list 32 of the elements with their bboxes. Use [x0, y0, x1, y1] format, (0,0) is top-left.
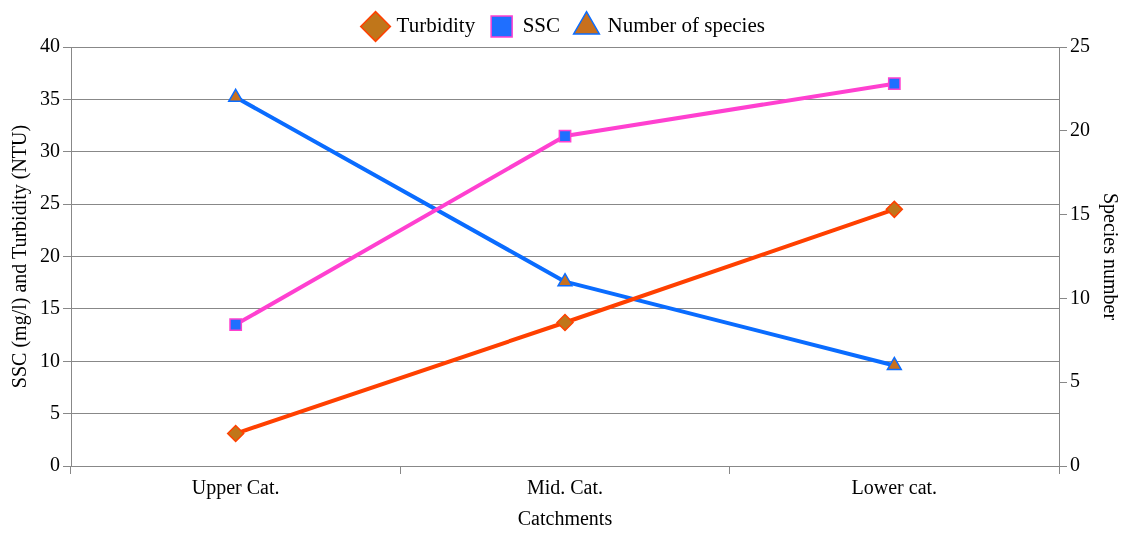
point: [885, 200, 904, 219]
y-tick-label: 40: [40, 34, 60, 57]
y-tick-label: 0: [50, 453, 60, 476]
x-axis-title: Catchments: [517, 507, 613, 530]
y-tick-label: 30: [40, 139, 60, 161]
y2-tick-label: 25: [1070, 34, 1090, 57]
y2-axis-title: Species number: [1098, 192, 1122, 321]
point: [886, 356, 903, 371]
y2-tick-label: 0: [1070, 453, 1080, 476]
point: [887, 77, 901, 91]
point: [556, 313, 574, 332]
y-tick-label: 35: [40, 86, 60, 109]
y2-tick-label: 10: [1070, 285, 1090, 308]
point: [557, 272, 573, 287]
y-tick-label: 5: [50, 400, 60, 423]
y2-tick-label: 20: [1070, 118, 1090, 141]
y2-tick-label: 5: [1070, 369, 1080, 392]
point: [229, 318, 243, 331]
legend-label: SSC: [522, 13, 561, 38]
x-tick-label: Mid. Cat.: [526, 476, 604, 499]
y-tick-label: 20: [40, 243, 60, 266]
point: [227, 88, 244, 103]
x-tick-label: Upper Cat.: [191, 476, 280, 500]
y-axis-title: SSC (mg/l) and Turbidity (NTU): [8, 124, 32, 389]
point: [226, 424, 245, 443]
y-tick-label: 15: [40, 296, 60, 319]
y-tick-label: 10: [40, 348, 60, 371]
legend-label: Number of species: [607, 13, 765, 38]
legend-label: Turbidity: [396, 13, 476, 38]
y2-tick-label: 15: [1070, 201, 1090, 224]
x-tick-label: Lower cat.: [851, 476, 938, 499]
y-tick-label: 25: [40, 191, 60, 214]
